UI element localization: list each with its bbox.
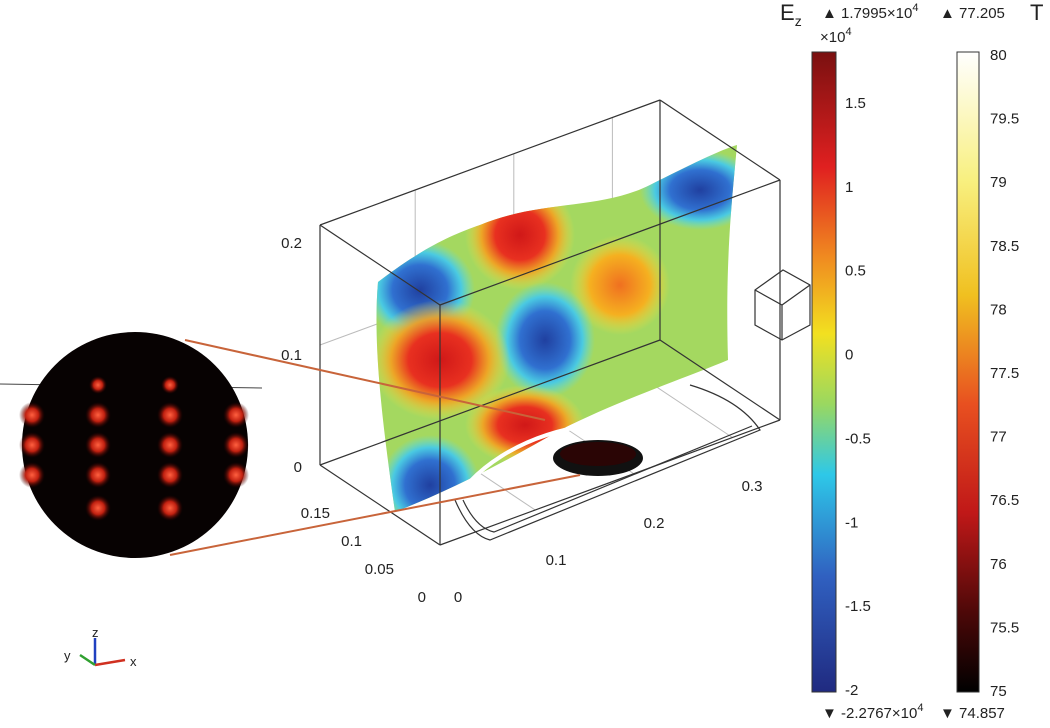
triad-z: z	[92, 625, 99, 640]
surface	[376, 145, 737, 512]
inset	[22, 332, 248, 558]
ez-tick-label: 0	[845, 347, 853, 364]
hot-spot	[85, 462, 111, 488]
ez-tick-label: -2	[845, 682, 858, 699]
t-tick-label: 79	[990, 174, 1007, 191]
z-tick-label: 0.2	[281, 235, 302, 252]
t-tick-label: 77.5	[990, 365, 1019, 382]
cavity-wall	[448, 423, 591, 511]
t-tick-label: 78	[990, 301, 1007, 318]
ez-tick-label: -1	[845, 514, 858, 531]
ez-tick-label: -1.5	[845, 598, 871, 615]
y-tick-label: 0.1	[341, 533, 362, 550]
ez-max: ▲ 1.7995×104	[822, 2, 918, 22]
t-title: T	[1030, 0, 1043, 25]
hot-spot	[19, 432, 45, 458]
colorbar-ez	[811, 51, 837, 693]
ez-multiplier: ×104	[820, 26, 852, 46]
y-tick-label: 0.05	[365, 561, 394, 578]
port	[754, 269, 811, 341]
t-tick-label: 76	[990, 556, 1007, 573]
hot-spot	[19, 462, 45, 488]
hot-spot	[223, 402, 249, 428]
ez-min: ▼ -2.2767×104	[822, 702, 923, 722]
callout-arrow	[184, 339, 546, 421]
hot-spot	[89, 376, 107, 394]
box-edge	[659, 339, 781, 421]
hot-spot	[157, 432, 183, 458]
labels: 0.20.100.150.10.050 00.10.20.31.510.50-0.…	[281, 47, 1019, 700]
t-tick-label: 79.5	[990, 111, 1019, 128]
z-tick-label: 0.1	[281, 347, 302, 364]
tray	[454, 384, 761, 541]
ez-tick-label: 0.5	[845, 263, 866, 280]
ez-title: Ez	[780, 0, 802, 29]
triad-y: y	[64, 648, 71, 663]
hot-spot	[161, 376, 179, 394]
hot-spot	[223, 462, 249, 488]
box-edge	[659, 99, 781, 181]
inset-dots	[19, 376, 249, 521]
hot-spot	[157, 495, 183, 521]
y-tick-label: 0.15	[301, 505, 330, 522]
tray-inner	[462, 425, 753, 533]
t-tick-label: 75.5	[990, 619, 1019, 636]
y-tick-label: 0	[418, 589, 426, 606]
triad: z x y	[64, 625, 137, 669]
box-edge	[319, 224, 441, 306]
box-edge	[439, 179, 781, 306]
hot-spot	[85, 432, 111, 458]
hot-spot	[85, 402, 111, 428]
hot-spot	[157, 462, 183, 488]
hot-spot	[223, 432, 249, 458]
z-tick-label: 0	[294, 459, 302, 476]
sample-top	[560, 442, 636, 466]
x-tick-label: 0.1	[546, 552, 567, 569]
colorbar-t	[956, 51, 980, 693]
triad-x: x	[130, 654, 137, 669]
box-edge	[439, 419, 781, 546]
hot-spot	[157, 402, 183, 428]
x-tick-label: 0.3	[742, 478, 763, 495]
t-min: ▼ 74.857	[940, 705, 1005, 722]
hot-spot	[19, 402, 45, 428]
t-tick-label: 77	[990, 429, 1007, 446]
box-edge	[319, 99, 661, 226]
box-edge	[319, 464, 441, 546]
x-tick-label: 0.2	[644, 515, 665, 532]
t-tick-label: 76.5	[990, 492, 1019, 509]
hot-spot	[85, 495, 111, 521]
x-tick-label: 0	[454, 589, 462, 606]
box-edge	[319, 339, 661, 466]
ez-tick-label: 1	[845, 179, 853, 196]
domain-box	[319, 99, 781, 546]
t-tick-label: 75	[990, 683, 1007, 700]
ez-tick-label: -0.5	[845, 430, 871, 447]
t-max: ▲ 77.205	[940, 5, 1005, 22]
ez-tick-label: 1.5	[845, 95, 866, 112]
t-tick-label: 80	[990, 47, 1007, 64]
t-tick-label: 78.5	[990, 238, 1019, 255]
callout-arrow	[169, 474, 581, 556]
